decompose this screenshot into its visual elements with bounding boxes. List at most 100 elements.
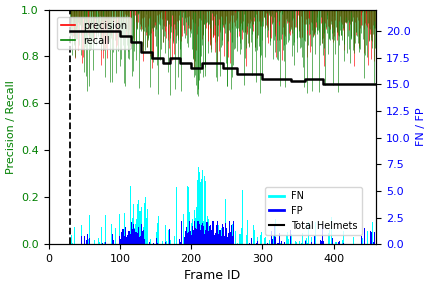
Bar <box>286 235 287 244</box>
Bar <box>170 240 171 244</box>
Bar <box>295 240 296 244</box>
Bar <box>336 242 337 244</box>
Bar <box>133 204 134 244</box>
Bar <box>370 231 371 244</box>
Bar <box>137 233 138 244</box>
Bar <box>290 230 291 244</box>
Bar <box>217 221 218 244</box>
Bar <box>331 217 332 244</box>
Bar <box>281 241 282 244</box>
Bar <box>196 232 197 244</box>
Bar <box>323 241 324 244</box>
Bar <box>144 203 145 244</box>
Bar <box>195 218 196 244</box>
Bar <box>329 230 330 244</box>
Bar <box>272 239 273 244</box>
Bar <box>302 234 303 244</box>
Bar <box>201 179 202 244</box>
Bar <box>240 234 241 244</box>
Bar <box>253 231 254 244</box>
Bar <box>251 238 252 244</box>
Legend: FN, FP, Total Helmets: FN, FP, Total Helmets <box>265 187 362 235</box>
Bar <box>372 222 373 244</box>
Bar <box>120 239 121 244</box>
Bar <box>198 167 199 244</box>
Bar <box>149 242 150 244</box>
Bar <box>211 230 212 244</box>
Bar <box>135 232 136 244</box>
Bar <box>230 232 231 244</box>
Bar <box>198 221 199 244</box>
Bar <box>99 231 100 244</box>
Bar <box>224 236 225 244</box>
Bar <box>157 243 158 244</box>
Bar <box>287 232 288 244</box>
Bar <box>125 227 126 244</box>
Bar <box>246 235 247 244</box>
Bar <box>229 242 230 244</box>
Bar <box>189 221 190 244</box>
Bar <box>87 234 88 244</box>
Bar <box>144 239 145 244</box>
Bar <box>202 170 203 244</box>
Bar <box>142 230 143 244</box>
Bar <box>179 239 180 244</box>
Bar <box>212 221 213 244</box>
Bar <box>185 231 186 244</box>
Bar <box>214 235 215 244</box>
Bar <box>275 237 276 244</box>
Bar <box>162 241 163 244</box>
Bar <box>273 236 274 244</box>
Bar <box>194 210 195 244</box>
Bar <box>184 237 185 244</box>
Y-axis label: FN / FP: FN / FP <box>416 107 426 146</box>
Bar <box>123 229 124 244</box>
Bar <box>86 240 87 244</box>
Bar <box>206 232 207 244</box>
Bar <box>197 180 198 244</box>
Bar <box>168 209 169 244</box>
Bar <box>74 227 75 244</box>
Bar <box>134 228 135 244</box>
Bar <box>199 224 200 244</box>
Bar <box>218 234 219 244</box>
Bar <box>124 236 125 244</box>
Bar <box>215 234 216 244</box>
Bar <box>176 187 177 244</box>
Bar <box>131 222 132 244</box>
Bar <box>72 221 73 244</box>
Bar <box>221 233 222 244</box>
Bar <box>122 230 123 244</box>
Bar <box>188 187 189 244</box>
Bar <box>104 242 105 244</box>
Bar <box>343 231 344 244</box>
Bar <box>257 237 258 244</box>
Bar <box>150 239 151 244</box>
Bar <box>311 237 312 244</box>
Bar <box>373 242 374 244</box>
Bar <box>202 223 203 244</box>
Bar <box>203 202 204 244</box>
Bar <box>129 231 130 244</box>
Bar <box>153 243 154 244</box>
Bar <box>81 236 82 244</box>
Bar <box>229 221 230 244</box>
Bar <box>157 223 158 244</box>
Bar <box>141 207 142 244</box>
Bar <box>98 238 99 244</box>
Bar <box>274 224 275 244</box>
Bar <box>267 243 268 244</box>
Bar <box>81 225 82 244</box>
Bar <box>130 234 131 244</box>
Bar <box>277 243 278 244</box>
Bar <box>333 242 334 244</box>
Bar <box>196 236 197 244</box>
Bar <box>138 200 139 244</box>
Bar <box>235 231 236 244</box>
Bar <box>274 242 275 244</box>
Bar <box>364 228 365 244</box>
Bar <box>216 226 217 244</box>
Bar <box>180 242 181 244</box>
Bar <box>137 204 138 244</box>
Bar <box>374 232 375 244</box>
